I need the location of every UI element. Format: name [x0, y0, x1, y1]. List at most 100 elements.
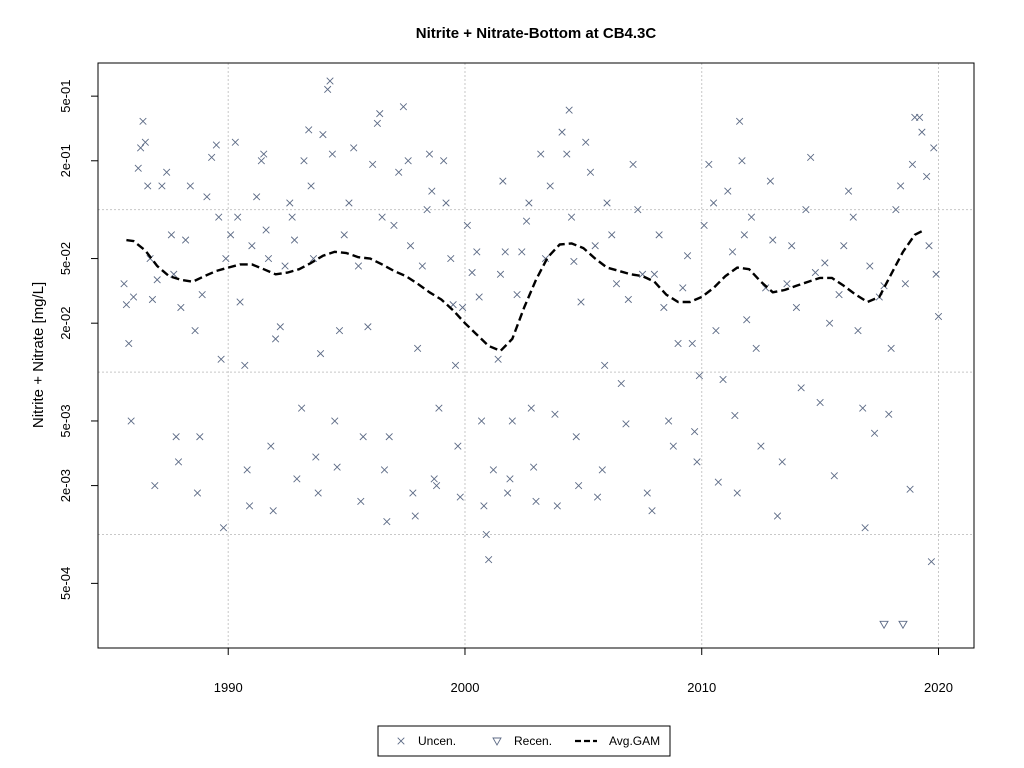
point-uncen [293, 475, 301, 483]
point-uncen [908, 160, 917, 169]
legend-symbol-recen [492, 737, 502, 746]
point-uncen [385, 433, 393, 441]
point-uncen [797, 384, 805, 392]
point-uncen [506, 475, 514, 483]
legend-label: Avg.GAM [609, 734, 660, 748]
point-uncen [586, 168, 595, 176]
point-uncen [212, 141, 220, 149]
point-uncen [553, 502, 561, 510]
point-uncen [906, 485, 914, 493]
point-uncen [532, 497, 540, 505]
point-uncen [480, 502, 488, 510]
point-uncen [406, 242, 415, 250]
point-uncen [319, 130, 327, 139]
point-uncen [733, 489, 741, 497]
point-uncen [468, 268, 476, 277]
point-uncen [501, 248, 509, 256]
point-uncen [567, 213, 576, 221]
point-uncen [598, 466, 606, 474]
point-uncen [286, 199, 294, 207]
point-uncen [331, 417, 339, 425]
point-uncen [574, 481, 583, 490]
point-uncen [122, 301, 131, 309]
point-uncen [257, 157, 265, 165]
point-uncen [925, 242, 933, 250]
point-uncen [622, 420, 630, 428]
point-uncen [435, 404, 443, 412]
point-uncen [648, 507, 656, 515]
point-uncen [508, 417, 516, 425]
point-uncen [170, 270, 178, 278]
legend-items: Uncen. Recen. Avg.GAM [397, 734, 660, 748]
point-uncen [288, 213, 296, 221]
point-uncen [181, 236, 190, 244]
point-uncen [629, 160, 637, 169]
point-uncen [447, 254, 455, 263]
legend-symbol-uncen [397, 737, 405, 745]
point-uncen [458, 303, 467, 312]
point-uncen [383, 518, 391, 526]
point-uncen [477, 417, 486, 425]
point-uncen [679, 284, 687, 292]
point-uncen [312, 453, 320, 461]
point-uncen [752, 344, 760, 352]
point-uncen [196, 433, 204, 441]
point-uncen [451, 361, 460, 369]
point-uncen [399, 103, 408, 111]
point-uncen [608, 231, 616, 239]
point-uncen [271, 335, 280, 343]
point-uncen [518, 248, 526, 256]
point-uncen [328, 150, 337, 158]
point-uncen [463, 221, 471, 230]
x-tick-label: 2020 [924, 680, 953, 695]
point-uncen [792, 303, 801, 312]
point-uncen [885, 410, 893, 418]
point-uncen [300, 157, 308, 165]
point-uncen [866, 262, 874, 270]
point-uncen [354, 262, 363, 270]
y-axis-label: Nitrite + Nitrate [mg/L] [30, 282, 47, 428]
point-uncen [326, 77, 334, 85]
point-uncen [577, 298, 585, 306]
point-uncen [376, 110, 384, 118]
point-uncen [380, 466, 389, 474]
point-uncen [269, 507, 277, 515]
point-uncen [418, 262, 426, 270]
point-uncen [340, 231, 348, 239]
point-uncen [930, 144, 938, 152]
legend-box [377, 725, 671, 757]
point-uncen [193, 489, 202, 497]
point-uncen [712, 326, 720, 335]
point-uncen [151, 481, 159, 490]
point-uncen [144, 182, 152, 190]
point-recen [879, 620, 889, 630]
point-uncen [215, 213, 223, 221]
point-uncen [624, 295, 632, 304]
point-uncen [203, 193, 211, 201]
point-uncen [738, 157, 746, 165]
point-uncen [245, 502, 254, 510]
point-uncen [565, 106, 573, 114]
point-uncen [324, 85, 332, 94]
point-uncen [432, 481, 441, 490]
y-tick-label: 2e-03 [58, 469, 73, 502]
point-uncen [724, 187, 732, 195]
point-uncen [309, 254, 318, 263]
point-uncen [778, 458, 786, 466]
point-uncen [840, 242, 848, 250]
point-uncen [546, 182, 554, 190]
y-tick-label: 2e-02 [58, 307, 73, 340]
x-axis: 1990 2000 2010 2020 [214, 647, 953, 695]
point-uncen [316, 349, 325, 358]
point-uncen [127, 417, 135, 425]
point-uncen [927, 558, 936, 566]
point-uncen [373, 119, 381, 127]
plot-frame [97, 62, 975, 649]
point-uncen [440, 157, 448, 165]
grid [98, 63, 974, 648]
point-uncen [475, 293, 483, 301]
point-uncen [896, 182, 905, 190]
point-uncen [522, 217, 531, 225]
point-uncen [494, 355, 502, 363]
point-uncen [762, 284, 770, 292]
